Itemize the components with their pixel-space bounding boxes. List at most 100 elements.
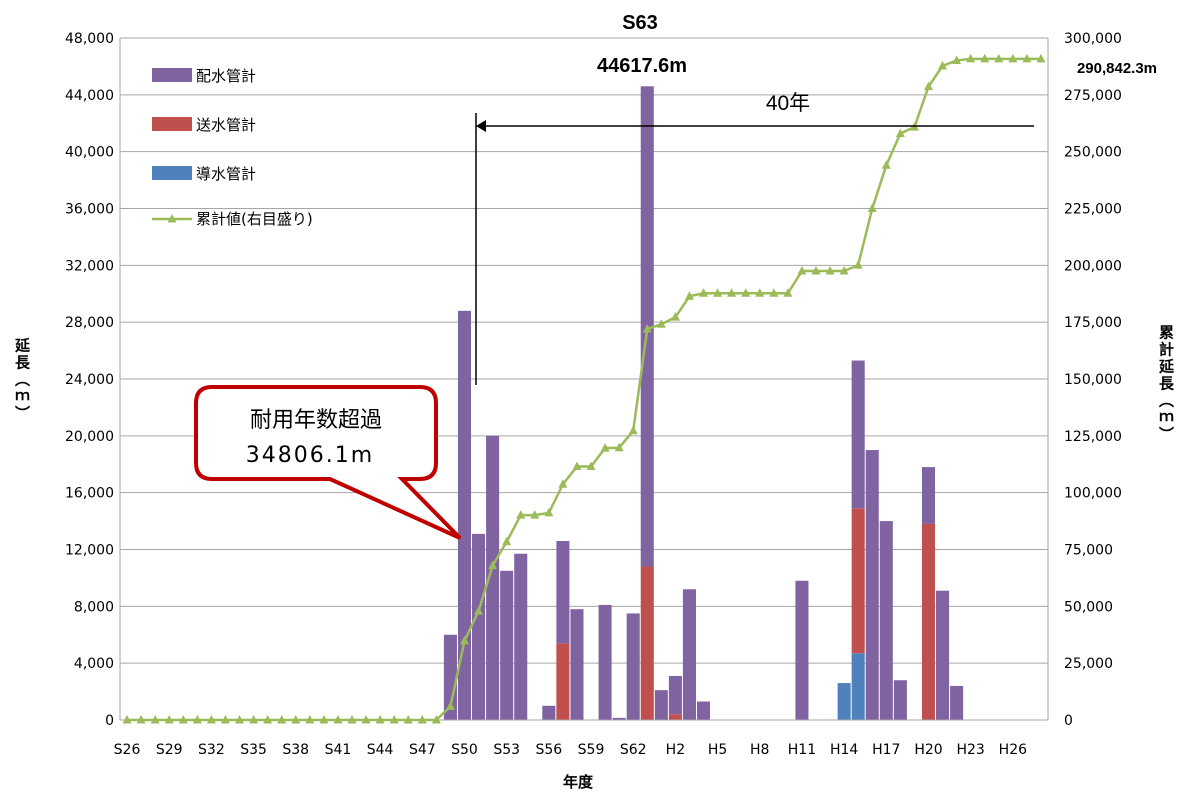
cumulative-point — [417, 715, 427, 724]
cumulative-point — [263, 715, 273, 724]
cumulative-point — [389, 715, 399, 724]
cumulative-point — [291, 715, 301, 724]
cumulative-point — [235, 715, 245, 724]
x-tick-label: H5 — [708, 742, 727, 758]
cumulative-point — [853, 260, 863, 269]
cumulative-point — [966, 53, 976, 63]
y2-axis-title: 累計延長（ｍ） — [1157, 325, 1175, 444]
y2-tick-label: 275,000 — [1064, 88, 1122, 104]
bar-配水管計-H21 — [936, 590, 950, 720]
cumulative-point — [1022, 53, 1032, 63]
x-tick-label: S32 — [198, 742, 225, 758]
y2-tick-label: 75,000 — [1064, 543, 1113, 559]
bar-配水管計-H16 — [865, 450, 879, 720]
cumulative-point — [727, 288, 737, 297]
cumulative-point — [755, 288, 765, 297]
cumulative-point — [881, 160, 891, 169]
bar-配水管計-H2 — [668, 675, 682, 715]
y-tick-label: 12,000 — [65, 543, 114, 559]
bar-配水管計-H15 — [851, 360, 865, 509]
cumulative-point — [1008, 53, 1018, 63]
cumulative-point — [628, 425, 638, 435]
y-tick-label: 20,000 — [65, 429, 114, 445]
y2-tick-label: 250,000 — [1064, 145, 1122, 161]
legend-label: 送水管計 — [196, 116, 256, 134]
cumulative-point — [741, 288, 751, 297]
bar-配水管計-S57 — [556, 540, 570, 644]
cumulative-point — [572, 461, 582, 471]
x-tick-label: H8 — [750, 742, 769, 758]
x-tick-label: S53 — [493, 742, 520, 758]
cumulative-point — [361, 715, 371, 724]
callout-shape — [194, 385, 462, 540]
y2-tick-label: 225,000 — [1064, 202, 1122, 218]
cumulative-point — [684, 291, 694, 300]
bar-配水管計-S51 — [472, 533, 486, 720]
bar-配水管計-H22 — [950, 685, 964, 720]
y-tick-label: 0 — [105, 713, 114, 729]
y-tick-label: 28,000 — [65, 315, 114, 331]
y2-tick-label: 300,000 — [1064, 31, 1122, 47]
cumulative-point — [642, 323, 652, 333]
cumulative-point — [305, 715, 315, 724]
cumulative-point — [192, 715, 202, 724]
cumulative-point — [670, 312, 680, 321]
cumulative-point — [797, 266, 807, 275]
cumulative-point — [431, 715, 441, 724]
cumulative-point — [544, 507, 554, 517]
bar-配水管計-H4 — [696, 701, 711, 720]
total-label: 290,842.3m — [1077, 60, 1157, 77]
bar-配水管計-S62 — [626, 613, 640, 720]
x-tick-label: S44 — [367, 742, 394, 758]
cumulative-point — [488, 560, 498, 570]
callout: 耐用年数超過 34806.1m — [194, 385, 462, 540]
span-annotation: 40年 — [475, 92, 1034, 385]
cumulative-point — [516, 510, 526, 519]
cumulative-point — [333, 715, 343, 724]
bar-配水管計-H11 — [795, 580, 809, 720]
bar-配水管計-S58 — [570, 609, 584, 720]
bar-配水管計-H3 — [682, 589, 696, 720]
y-tick-label: 36,000 — [65, 202, 114, 218]
cumulative-point — [699, 288, 709, 297]
y-tick-label: 16,000 — [65, 486, 114, 502]
x-tick-label: S50 — [451, 742, 478, 758]
peak-annotation: S63 44617.6m — [597, 12, 687, 77]
y2-tick-label: 0 — [1064, 713, 1073, 729]
bar-送水管計-H20 — [921, 523, 936, 720]
bar-配水管計-H1 — [654, 690, 668, 720]
x-tick-label: S38 — [282, 742, 309, 758]
cumulative-point — [136, 715, 146, 724]
bar-配水管計-S49 — [443, 634, 457, 720]
cumulative-point — [459, 635, 469, 645]
bar-配水管計-S52 — [486, 435, 500, 720]
bar-配水管計-S60 — [598, 604, 612, 720]
bar-送水管計-S63 — [640, 566, 654, 720]
y2-tick-label: 25,000 — [1064, 656, 1113, 672]
cumulative-point — [586, 461, 596, 471]
cumulative-point — [811, 266, 821, 275]
cumulative-point — [895, 128, 905, 137]
legend-swatch — [152, 117, 192, 131]
cumulative-point — [122, 715, 132, 724]
bar-送水管計-H15 — [851, 508, 865, 654]
cumulative-point — [249, 715, 259, 724]
bars-group — [443, 86, 964, 720]
x-tick-label: H14 — [830, 742, 858, 758]
legend-line-marker — [167, 214, 177, 223]
bar-配水管計-S61 — [612, 717, 626, 720]
legend-label: 配水管計 — [196, 67, 256, 85]
y-tick-label: 44,000 — [65, 88, 114, 104]
x-tick-label: S29 — [156, 742, 183, 758]
bar-配水管計-S56 — [542, 705, 556, 720]
cumulative-point — [530, 510, 540, 519]
cumulative-point — [614, 442, 624, 452]
cumulative-point — [938, 60, 948, 70]
legend-swatch — [152, 68, 192, 82]
cumulative-point — [825, 266, 835, 275]
bar-送水管計-S57 — [556, 643, 570, 720]
callout-line2: 34806.1m — [246, 443, 374, 468]
y-axis-title: 延長（ｍ） — [13, 337, 31, 423]
x-tick-label: H17 — [872, 742, 900, 758]
